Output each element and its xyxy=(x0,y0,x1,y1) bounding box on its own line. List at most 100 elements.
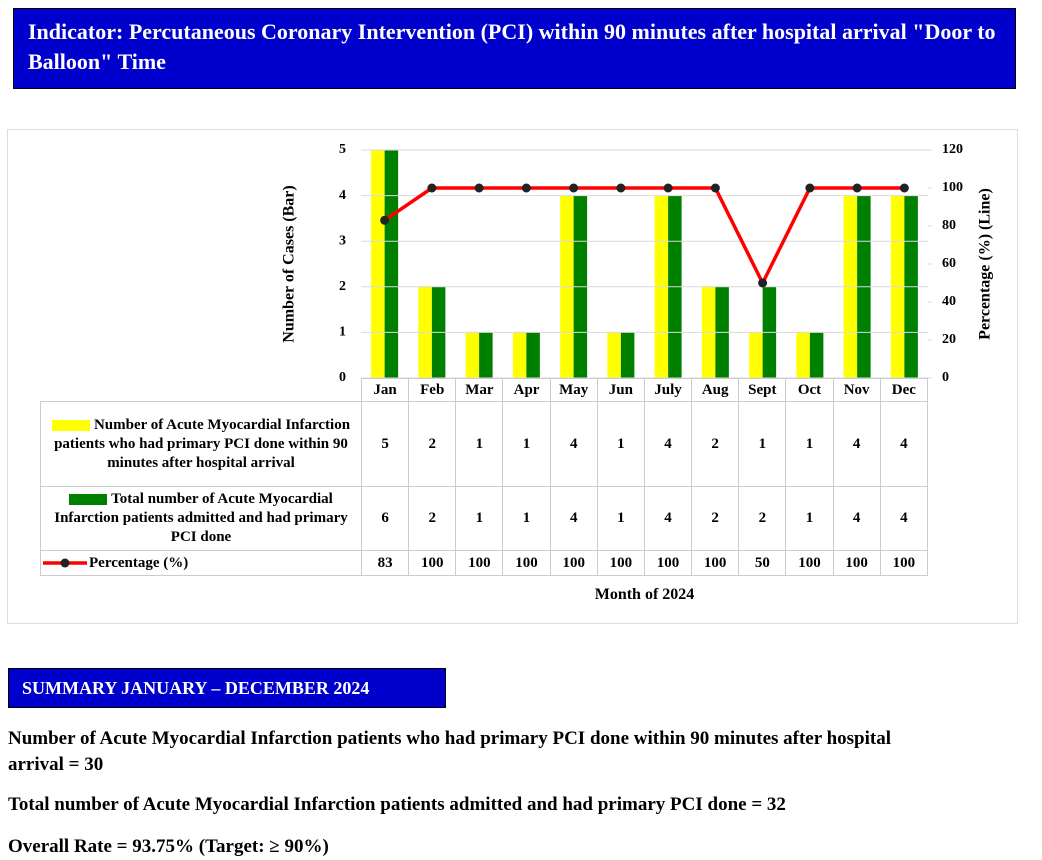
table-value: 100 xyxy=(785,550,834,576)
legend-cell: Number of Acute Myocardial Infarction pa… xyxy=(40,401,362,487)
x-tick-label: Nov xyxy=(832,378,881,402)
table-value: 1 xyxy=(785,486,834,551)
table-row: Jan Feb Mar Apr May Jun July Aug Sept Oct Nov Dec xyxy=(40,378,929,402)
y2-tick-label: 120 xyxy=(942,142,963,157)
line-marker xyxy=(758,278,768,288)
bar xyxy=(384,150,399,378)
table-value: 4 xyxy=(879,401,929,487)
summary-line: Total number of Acute Myocardial Infarct… xyxy=(8,794,786,815)
y2-tick-label: 0 xyxy=(942,370,949,385)
line-marker xyxy=(616,183,626,193)
legend-cell: Total number of Acute Myocardial Infarct… xyxy=(40,486,362,551)
table-value: 4 xyxy=(879,486,929,551)
bar xyxy=(512,332,527,378)
y-tick-label: 2 xyxy=(339,279,346,294)
line-marker xyxy=(710,183,720,193)
x-axis-label: Month of 2024 xyxy=(594,586,695,603)
chart: Number of Cases (Bar) Percentage (%) (Li… xyxy=(281,142,994,385)
table-value: 1 xyxy=(455,486,504,551)
y-tick-label: 1 xyxy=(339,325,346,340)
y-axis-label: Number of Cases (Bar) xyxy=(281,185,298,342)
chart-panel xyxy=(7,129,1018,624)
table-row: Percentage (%) 83 100 100 100 100 100 100 100 50 1… xyxy=(40,550,929,576)
table-value: 100 xyxy=(832,550,881,576)
legend-swatch xyxy=(51,419,90,431)
y2-tick-label: 60 xyxy=(942,256,956,271)
x-tick-label: May xyxy=(549,378,598,402)
y-tick-label: 3 xyxy=(339,233,346,248)
x-tick-label: July xyxy=(643,378,693,402)
table-value: 100 xyxy=(879,550,929,576)
table-value: 4 xyxy=(549,401,598,487)
legend-cell: Percentage (%) xyxy=(40,550,362,576)
y-tick-label: 5 xyxy=(339,142,346,157)
summary-line: Overall Rate = 93.75% (Target: ≥ 90%) xyxy=(8,836,329,857)
table-corner xyxy=(40,378,362,402)
x-tick-label: Dec xyxy=(879,378,929,402)
y-tick-label: 4 xyxy=(339,188,346,203)
summary-title: SUMMARY JANUARY – DECEMBER 2024 xyxy=(8,668,446,708)
line-marker xyxy=(852,183,862,193)
table-value: 2 xyxy=(738,486,787,551)
table-value: 1 xyxy=(502,401,551,487)
line-marker xyxy=(569,183,579,193)
x-tick-label: Mar xyxy=(455,378,504,402)
y2-tick-label: 40 xyxy=(942,294,956,309)
table-value: 100 xyxy=(643,550,693,576)
table-value: 1 xyxy=(502,486,551,551)
table-value: 2 xyxy=(691,486,740,551)
line-marker xyxy=(521,183,531,193)
bar xyxy=(526,332,540,378)
line-marker xyxy=(805,183,815,193)
table-value: 2 xyxy=(408,401,457,487)
legend-swatch xyxy=(69,494,108,506)
line-marker xyxy=(474,183,484,193)
line xyxy=(383,186,905,287)
legend-marker xyxy=(60,558,70,568)
x-tick-label: Jun xyxy=(596,378,645,402)
legend-swatch xyxy=(43,558,87,568)
bar xyxy=(371,150,385,378)
bar xyxy=(809,332,824,378)
table-value: 83 xyxy=(360,550,410,576)
bar xyxy=(796,332,810,378)
legend-label: Number of Acute Myocardial Infarction pa… xyxy=(54,416,351,471)
header-title: Indicator: Percutaneous Coronary Interve… xyxy=(13,8,1016,89)
bar xyxy=(607,332,621,378)
legend-box xyxy=(51,419,90,431)
table-value: 4 xyxy=(643,486,693,551)
table-row: Total number of Acute Myocardial Infarct… xyxy=(40,486,929,551)
line-marker xyxy=(899,183,909,193)
x-tick-label: Sept xyxy=(738,378,787,402)
table-value: 1 xyxy=(785,401,834,487)
table-value: 1 xyxy=(455,401,504,487)
line-marker xyxy=(663,183,673,193)
table-value: 4 xyxy=(643,401,693,487)
table-row: Number of Acute Myocardial Infarction pa… xyxy=(40,401,929,487)
table-value: 1 xyxy=(738,401,787,487)
table-value: 6 xyxy=(360,486,410,551)
line-marker xyxy=(380,215,390,225)
table-value: 1 xyxy=(596,486,645,551)
x-tick-label: Apr xyxy=(502,378,551,402)
legend-label: Percentage (%) xyxy=(89,554,189,571)
y2-tick-label: 100 xyxy=(942,180,963,195)
x-tick-label: Oct xyxy=(785,378,834,402)
legend-label: Total number of Acute Myocardial Infarct… xyxy=(54,491,348,545)
y2-tick-label: 80 xyxy=(942,218,956,233)
table-value: 1 xyxy=(596,401,645,487)
summary-line: Number of Acute Myocardial Infarction pa… xyxy=(8,728,891,775)
y-tick-label: 0 xyxy=(339,370,346,385)
table-value: 5 xyxy=(360,401,410,487)
bar xyxy=(465,332,480,378)
x-tick-label: Aug xyxy=(691,378,740,402)
y2-tick-label: 20 xyxy=(942,332,956,347)
table-value: 4 xyxy=(832,401,881,487)
table-value: 4 xyxy=(832,486,881,551)
bar xyxy=(620,332,635,378)
table-value: 2 xyxy=(408,486,457,551)
table-value: 100 xyxy=(596,550,645,576)
bar xyxy=(749,332,763,378)
bar xyxy=(479,332,493,378)
table-value: 4 xyxy=(549,486,598,551)
